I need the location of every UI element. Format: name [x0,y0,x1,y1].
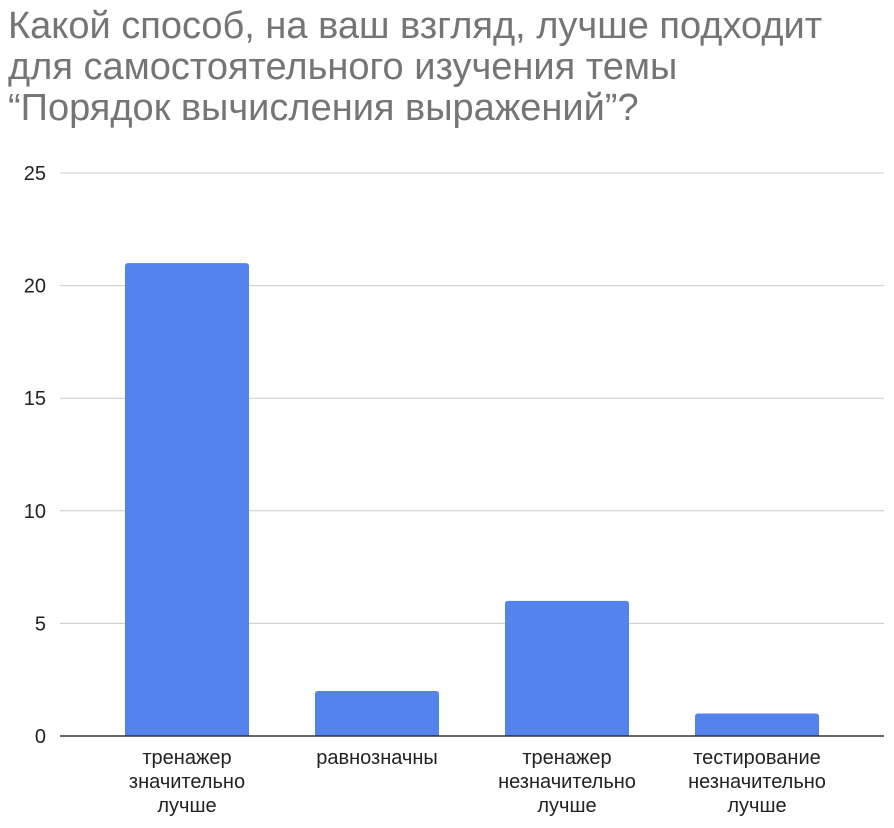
x-category-label-line: равнозначны [316,747,438,769]
bars [125,263,819,736]
y-tick-label: 15 [24,388,46,410]
bar-3 [695,713,819,736]
x-category-label-line: тренажер [522,747,611,769]
bar-2 [505,600,629,736]
x-category-label-3: тестирование незначительно лучше [688,747,826,817]
chart-title-line-2: для самостоятельного изучения темы [8,46,678,88]
x-category-label-line: лучше [157,795,216,817]
y-tick-label: 5 [35,613,46,635]
x-category-label-line: незначительно [688,771,826,793]
x-category-label-line: тренажер [142,747,231,769]
x-category-label-line: лучше [537,795,596,817]
x-category-label-line: лучше [727,795,786,817]
y-tick-label: 25 [24,163,46,185]
bar-0 [125,263,249,736]
x-category-label-line: тестирование [693,747,821,769]
y-axis-tick-labels: 0 5 10 15 20 25 [24,163,46,748]
chart-title: Какой способ, на ваш взгляд, лучше подхо… [8,6,888,129]
x-category-label-2: тренажер незначительно лучше [498,747,636,817]
y-tick-label: 0 [35,726,46,748]
x-category-label-1: равнозначны [316,747,438,769]
x-category-label-line: незначительно [498,771,636,793]
chart-title-line-3: “Порядок вычисления выражений”? [8,87,639,129]
chart-title-line-1: Какой способ, на ваш взгляд, лучше подхо… [8,5,823,47]
y-tick-label: 20 [24,276,46,298]
y-tick-label: 10 [24,501,46,523]
x-category-label-line: значительно [129,771,245,793]
x-category-label-0: тренажер значительно лучше [129,747,245,817]
bar-1 [315,690,439,736]
